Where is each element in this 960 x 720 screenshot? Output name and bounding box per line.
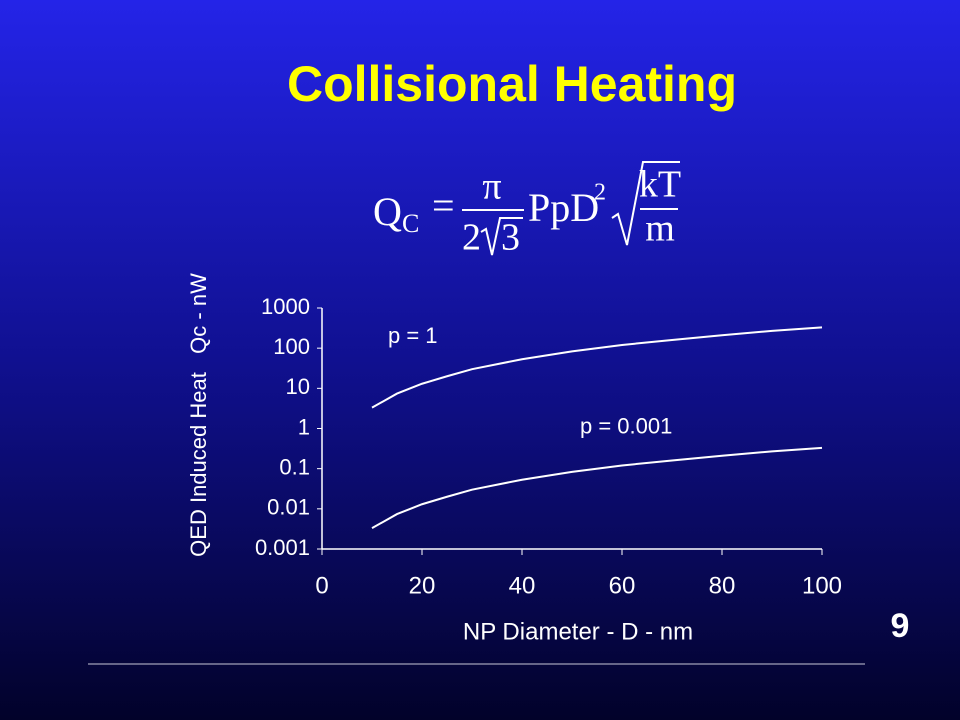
formula-equals: = — [432, 183, 455, 228]
series-line — [371, 446, 823, 530]
y-axis-label: QED Induced Heat Qc - nW — [186, 273, 211, 557]
x-tick-label: 40 — [509, 572, 536, 599]
formula-numerator: π — [482, 166, 501, 208]
x-tick-label: 100 — [802, 572, 842, 599]
x-axis-label: NP Diameter - D - nm — [463, 618, 693, 645]
y-tick-label: 100 — [273, 334, 310, 359]
formula-lhs: Q — [373, 189, 402, 234]
page-number: 9 — [891, 607, 910, 645]
series-label: p = 0.001 — [580, 414, 672, 439]
formula-subscript: C — [402, 209, 419, 238]
radical — [611, 161, 680, 246]
formula-factor: PpD — [528, 185, 599, 230]
formula-exponent: 2 — [594, 180, 606, 206]
x-tick-label: 20 — [409, 572, 436, 599]
formula-denominator-coefficient: 2 — [462, 217, 481, 259]
series-line — [371, 326, 823, 409]
y-tick-label: 0.1 — [279, 454, 310, 479]
x-tick-label: 0 — [315, 572, 328, 599]
radical — [480, 217, 523, 256]
x-tick-label: 60 — [609, 572, 636, 599]
formula-denominator-radicand: 3 — [501, 217, 520, 259]
series-label: p = 1 — [388, 323, 438, 348]
x-tick-label: 80 — [709, 572, 736, 599]
slide-title: Collisional Heating — [287, 56, 737, 112]
y-tick-label: 0.001 — [255, 535, 310, 560]
y-tick-label: 1000 — [261, 294, 310, 319]
formula-root-denominator: m — [645, 208, 675, 250]
y-tick-label: 0.01 — [267, 495, 310, 520]
y-tick-label: 1 — [298, 414, 310, 439]
formula-root-numerator: kT — [639, 164, 681, 206]
y-tick-label: 10 — [286, 374, 310, 399]
